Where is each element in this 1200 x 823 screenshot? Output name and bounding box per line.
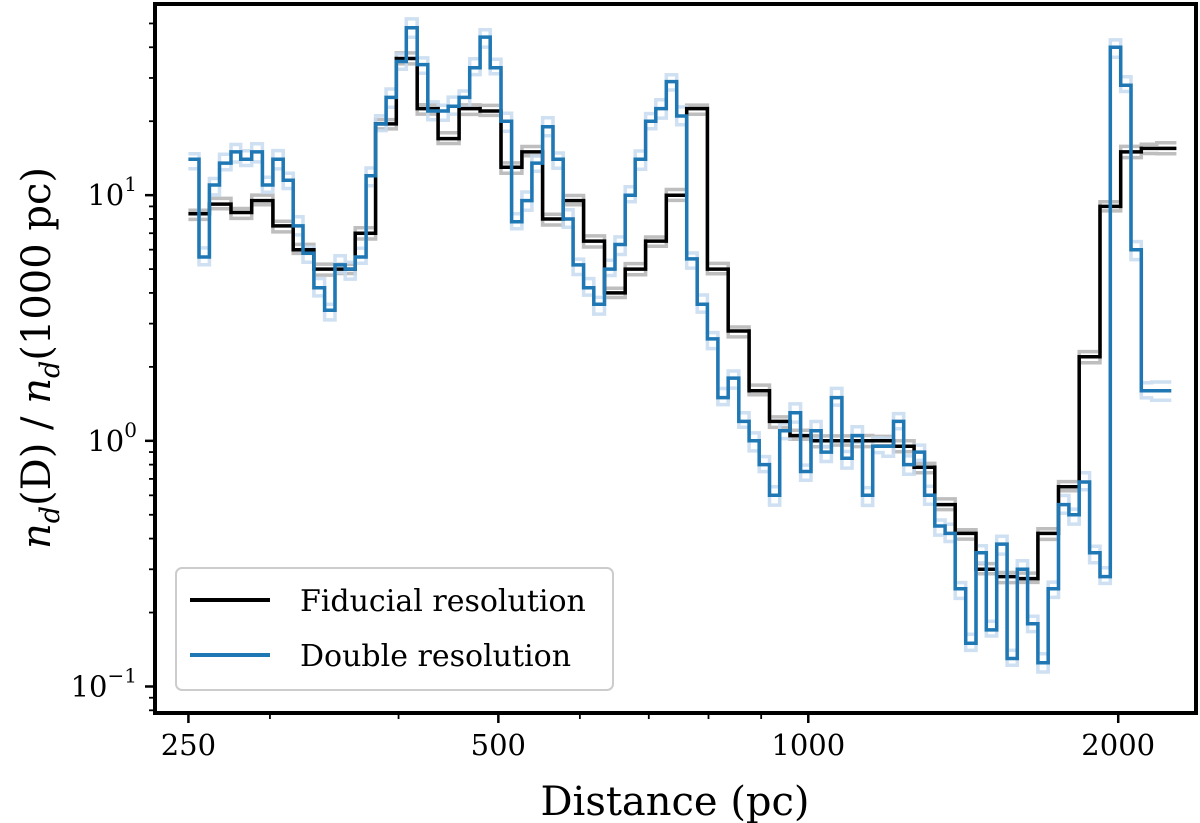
legend-label-double: Double resolution bbox=[300, 639, 571, 674]
y-tick-label: 10−1 bbox=[71, 663, 137, 703]
legend-label-fiducial: Fiducial resolution bbox=[300, 584, 586, 619]
series-line-double bbox=[188, 26, 1172, 665]
y-label-n1: n bbox=[14, 523, 60, 549]
tick-layer: 10−1 100 101 250 500 1000 2000 bbox=[71, 22, 1155, 762]
x-tick-label: 500 bbox=[471, 728, 526, 762]
y-label-sub1: d bbox=[35, 506, 66, 523]
y-label-sub2: d bbox=[35, 361, 66, 378]
y-tick-label: 100 bbox=[87, 418, 137, 458]
x-tick-label: 1000 bbox=[771, 728, 845, 762]
x-tick-label: 250 bbox=[161, 728, 216, 762]
x-tick-label: 2000 bbox=[1081, 728, 1155, 762]
legend: Fiducial resolution Double resolution bbox=[175, 567, 614, 691]
y-label-arg2: (1000 pc) bbox=[14, 167, 60, 361]
y-axis-label: nd(D) / nd(1000 pc) bbox=[14, 167, 66, 549]
series-layer bbox=[188, 17, 1177, 674]
y-label-slash: / bbox=[14, 404, 60, 443]
plot-frame bbox=[153, 2, 1198, 715]
legend-box bbox=[175, 567, 614, 691]
y-tick-label: 101 bbox=[87, 172, 137, 212]
y-label-n2: n bbox=[14, 378, 60, 404]
x-axis-label: Distance (pc) bbox=[540, 779, 809, 823]
y-label-arg1: (D) bbox=[14, 443, 60, 506]
